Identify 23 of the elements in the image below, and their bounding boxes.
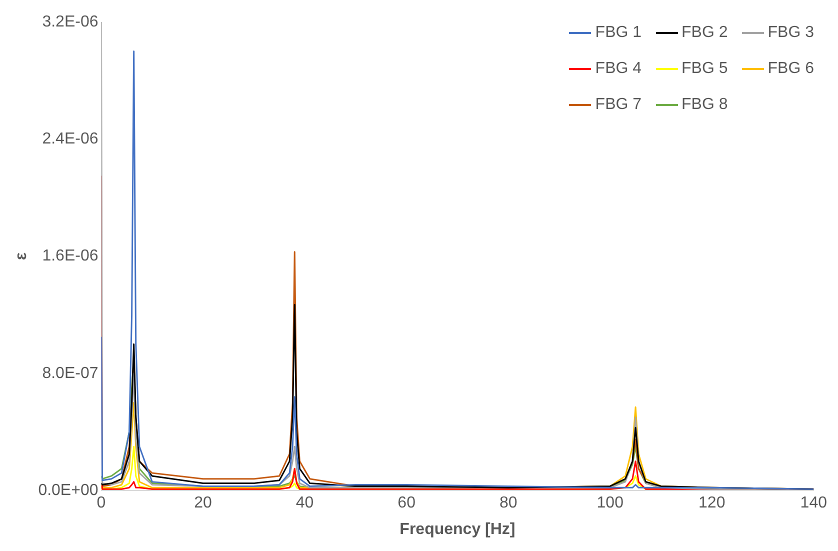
legend-label: FBG 7 <box>595 96 642 114</box>
x-axis-title: Frequency [Hz] <box>400 520 516 538</box>
legend-label: FBG 4 <box>595 60 642 78</box>
y-tick-label: 1.6E-06 <box>42 248 98 265</box>
legend-label: FBG 3 <box>768 24 814 42</box>
y-tick-label: 3.2E-06 <box>42 13 98 30</box>
y-tick-label: 2.4E-06 <box>42 130 98 148</box>
y-axis-title: ε <box>13 252 30 260</box>
x-tick-label: 140 <box>800 494 828 512</box>
legend-label: FBG 1 <box>595 24 642 42</box>
legend-label: FBG 8 <box>682 96 728 114</box>
x-tick-label: 20 <box>194 494 212 512</box>
x-tick-label: 0 <box>96 494 106 512</box>
x-tick-label: 120 <box>698 494 726 512</box>
y-tick-label: 0.0E+00 <box>38 482 98 500</box>
x-tick-label: 100 <box>596 494 624 512</box>
x-tick-label: 60 <box>398 494 416 512</box>
y-tick-label: 8.0E-07 <box>42 364 98 382</box>
legend-label: FBG 6 <box>768 60 814 78</box>
legend-label: FBG 2 <box>682 24 728 42</box>
x-tick-label: 40 <box>296 494 314 512</box>
legend-label: FBG 5 <box>682 60 728 78</box>
x-tick-label: 80 <box>499 494 518 512</box>
